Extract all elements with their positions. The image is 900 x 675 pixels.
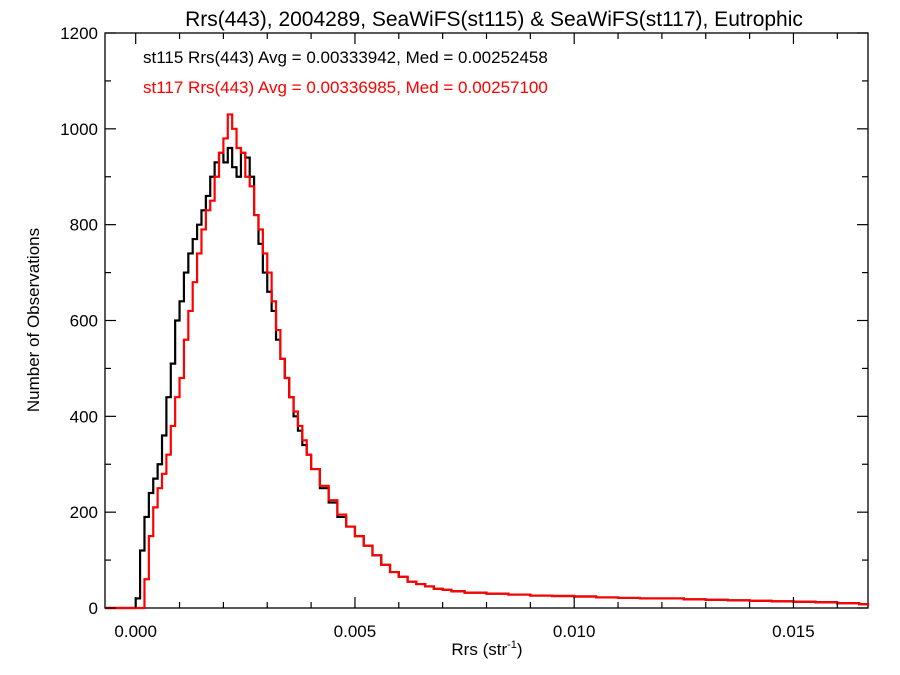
y-tick-label: 400 [70, 407, 98, 426]
plot-frame [104, 32, 869, 609]
y-axis-title: Number of Observations [24, 228, 43, 412]
series-layer [105, 113, 870, 610]
y-tick-label: 1200 [60, 24, 98, 43]
y-tick-label: 200 [70, 503, 98, 522]
y-tick-label: 800 [70, 216, 98, 235]
legend-entry-st115: st115 Rrs(443) Avg = 0.00333942, Med = 0… [143, 48, 548, 67]
x-axis-title-superscript: -1 [507, 639, 517, 651]
x-axis-title-close: ) [517, 640, 523, 659]
x-tick-label: 0.005 [334, 622, 377, 641]
series-line-st117 [105, 113, 870, 610]
legend-entry-st117: st117 Rrs(443) Avg = 0.00336985, Med = 0… [143, 78, 548, 97]
ticks-layer: 0.000 0.005 0.010 0.015 0 200 400 600 800 1000 120… [60, 24, 868, 641]
plot-area: 0.000 0.005 0.010 0.015 0 200 400 600 800 1000 120… [60, 24, 870, 641]
x-axis-title: Rrs (str-1) [451, 639, 522, 659]
y-tick-label: 1000 [60, 120, 98, 139]
y-tick-label: 600 [70, 312, 98, 331]
series-line-st115 [105, 146, 870, 610]
legend: st115 Rrs(443) Avg = 0.00333942, Med = 0… [143, 48, 548, 97]
x-tick-label: 0.010 [553, 622, 596, 641]
x-tick-label: 0.000 [114, 622, 157, 641]
y-tick-label: 0 [89, 599, 98, 618]
x-axis-title-base: Rrs (str [451, 640, 507, 659]
x-tick-label: 0.015 [772, 622, 815, 641]
chart-title: Rrs(443), 2004289, SeaWiFS(st115) & SeaW… [185, 8, 803, 31]
